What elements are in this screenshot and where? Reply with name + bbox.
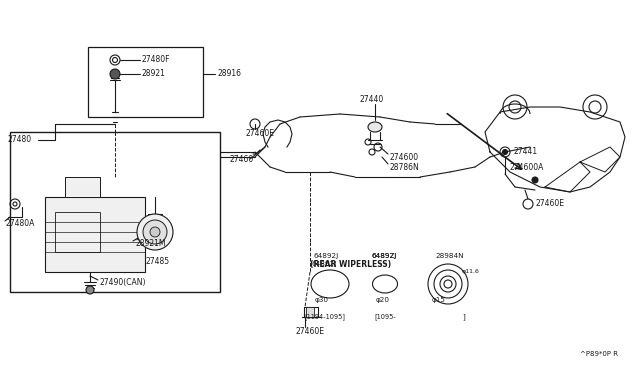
Text: 27460: 27460 xyxy=(230,154,254,164)
Bar xyxy=(88,47,203,117)
Text: ^P89*0P R: ^P89*0P R xyxy=(580,351,618,357)
Text: 6489ZJ: 6489ZJ xyxy=(372,253,397,259)
Circle shape xyxy=(143,220,167,244)
Text: [1194-1095]: [1194-1095] xyxy=(304,314,345,320)
Text: 64892J: 64892J xyxy=(312,261,337,267)
Text: 64892J: 64892J xyxy=(313,253,339,259)
Text: 28921: 28921 xyxy=(142,70,166,78)
Text: 64892J: 64892J xyxy=(372,253,397,259)
Bar xyxy=(65,177,100,197)
Circle shape xyxy=(150,227,160,237)
Text: 28786N: 28786N xyxy=(390,163,420,171)
Text: [1095-: [1095- xyxy=(374,314,396,320)
Text: 27460E: 27460E xyxy=(295,327,324,337)
Bar xyxy=(55,212,100,252)
Circle shape xyxy=(532,177,538,183)
Text: 27485: 27485 xyxy=(145,257,169,266)
Text: 27440: 27440 xyxy=(360,96,384,105)
Text: 27460E: 27460E xyxy=(535,199,564,208)
Text: 27480A: 27480A xyxy=(5,219,35,228)
Text: 28984N: 28984N xyxy=(435,253,463,259)
Text: 27480: 27480 xyxy=(8,135,32,144)
Text: ]: ] xyxy=(462,314,465,320)
Circle shape xyxy=(110,69,120,79)
Ellipse shape xyxy=(368,122,382,132)
Circle shape xyxy=(137,214,173,250)
Text: φ20: φ20 xyxy=(376,297,390,303)
Bar xyxy=(306,307,314,317)
Circle shape xyxy=(502,150,508,154)
Text: 28921M: 28921M xyxy=(135,240,166,248)
Text: (REAR WIPERLESS): (REAR WIPERLESS) xyxy=(310,260,391,269)
Text: φ11.6: φ11.6 xyxy=(462,269,480,275)
Text: φ30: φ30 xyxy=(315,297,329,303)
Bar xyxy=(10,132,220,292)
Text: 274600A: 274600A xyxy=(510,163,545,171)
Text: 27490(CAN): 27490(CAN) xyxy=(100,278,147,286)
Text: 27480F: 27480F xyxy=(142,55,170,64)
Text: 274600: 274600 xyxy=(390,153,419,161)
Text: φ15: φ15 xyxy=(432,297,446,303)
Text: 28916: 28916 xyxy=(217,70,241,78)
Text: 27441: 27441 xyxy=(513,148,537,157)
Text: 27460E: 27460E xyxy=(245,129,274,138)
Bar xyxy=(45,197,145,272)
Circle shape xyxy=(86,286,94,294)
